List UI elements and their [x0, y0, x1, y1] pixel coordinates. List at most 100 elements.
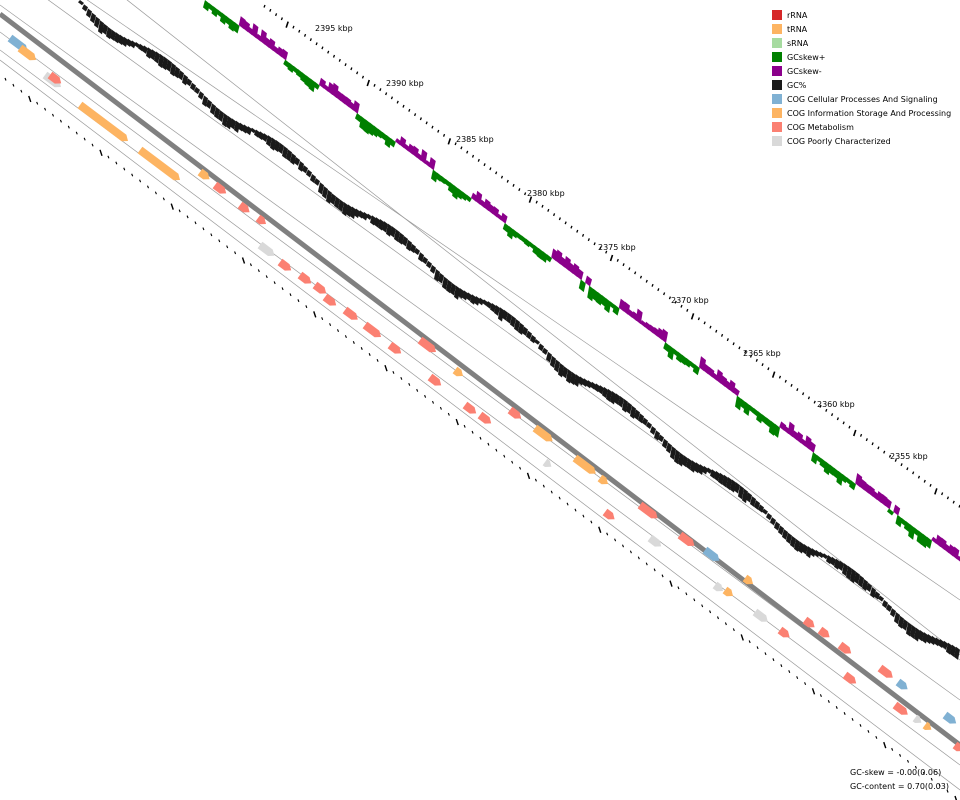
gene-arrow	[362, 321, 381, 338]
gene-arrow	[137, 146, 180, 181]
gc-content-bar	[762, 508, 768, 515]
gc-content-bar	[166, 59, 172, 72]
gc-content-bar	[738, 485, 744, 500]
gc-skew-bar	[475, 190, 483, 205]
tick-mark	[877, 446, 880, 450]
gc-content-bar	[806, 546, 812, 559]
gc-content-bar	[706, 467, 712, 474]
tick-mark	[609, 254, 614, 262]
tick-mark	[836, 417, 839, 421]
legend-swatch	[772, 24, 782, 34]
tick-mark	[360, 347, 363, 350]
gc-content-bar	[746, 492, 752, 503]
tick-mark	[639, 275, 643, 279]
tick-mark	[749, 354, 753, 358]
gc-content-bar	[510, 315, 516, 328]
legend-label: COG Metabolism	[787, 122, 854, 132]
legend-label: COG Information Storage And Processing	[787, 108, 952, 118]
gc-content-bar	[810, 548, 816, 558]
tick-mark	[574, 508, 577, 512]
tick-mark	[867, 729, 870, 733]
legend-swatch	[772, 66, 782, 76]
tick-mark	[807, 396, 811, 400]
tick-mark	[929, 483, 932, 487]
gc-content-bar	[250, 127, 256, 134]
tick-mark	[813, 400, 816, 404]
gc-skew-bar	[912, 527, 920, 536]
tick-mark	[249, 263, 252, 267]
gc-content-bar	[538, 343, 544, 352]
gc-content-bar	[266, 135, 272, 147]
tick-mark	[645, 562, 648, 566]
gc-skew-bar	[952, 546, 960, 560]
gc-content-bar	[546, 351, 552, 363]
gene-arrow	[342, 306, 358, 320]
gc-content-bar	[718, 472, 724, 485]
gc-content-bar	[598, 385, 604, 395]
gc-content-bar	[638, 413, 644, 424]
gc-content-bar	[426, 260, 432, 269]
gc-content-bar	[866, 582, 872, 593]
guide-line	[126, 0, 960, 656]
gc-skew-bar	[663, 342, 671, 353]
tick-mark	[361, 75, 365, 79]
gc-content-bar	[158, 53, 164, 69]
gc-content-bar	[230, 118, 236, 130]
legend-item-rrna: rRNA	[772, 8, 951, 22]
tick-mark	[315, 42, 318, 46]
gc-content-bar	[874, 591, 880, 600]
tick-mark	[511, 460, 514, 464]
gene-arrow	[322, 293, 337, 306]
guide-line	[86, 0, 960, 601]
tick-label: 2365 kbp	[743, 349, 781, 358]
tick-mark	[303, 33, 307, 37]
tick-mark	[686, 308, 689, 312]
tick-mark	[764, 652, 767, 656]
gc-content-bar	[334, 196, 340, 209]
tick-mark	[923, 479, 926, 483]
tick-mark	[431, 400, 435, 404]
tick-mark	[506, 179, 509, 183]
tick-mark	[784, 379, 787, 383]
tick-mark	[848, 425, 851, 429]
tick-mark	[297, 299, 300, 303]
gc-content-bar	[942, 640, 948, 650]
tick-mark	[645, 279, 648, 283]
gc-content-bar	[362, 211, 368, 221]
gc-content-bar	[890, 608, 896, 618]
tick-mark	[621, 544, 625, 548]
gc-skew-bar	[815, 455, 823, 463]
gc-content-bar	[786, 532, 792, 544]
gc-content-bar	[350, 206, 356, 220]
gc-skew-bar	[635, 308, 643, 325]
tick-mark	[431, 125, 434, 129]
tick-mark	[123, 167, 126, 171]
tick-mark	[280, 17, 283, 21]
legend-item-gcskew-minus: GCskew-	[772, 64, 951, 78]
gc-content-bar	[314, 178, 320, 186]
gc-skew-bar	[796, 431, 804, 444]
gene-arrow	[477, 411, 492, 424]
gc-content-bar	[782, 529, 788, 540]
tick-mark	[274, 13, 278, 17]
tick-mark	[408, 382, 411, 386]
gc-skew-bar	[576, 268, 584, 281]
tick-mark	[738, 346, 741, 350]
legend-swatch	[772, 38, 782, 48]
gene-arrow	[722, 586, 733, 597]
gc-content-bar	[482, 299, 488, 306]
tick-mark	[344, 335, 347, 338]
tick-mark	[12, 83, 15, 87]
tick-mark	[732, 342, 735, 346]
legend-label: tRNA	[787, 24, 808, 34]
gc-content-bar	[466, 292, 472, 302]
gc-skew-bar	[464, 194, 472, 203]
gc-content-bar	[434, 268, 440, 282]
tick-mark	[534, 478, 537, 482]
legend-label: sRNA	[787, 38, 809, 48]
tick-mark	[790, 383, 793, 387]
gene-arrow	[255, 214, 266, 225]
tick-mark	[732, 628, 735, 632]
gc-content-bar	[306, 169, 312, 178]
tick-mark	[373, 83, 376, 87]
